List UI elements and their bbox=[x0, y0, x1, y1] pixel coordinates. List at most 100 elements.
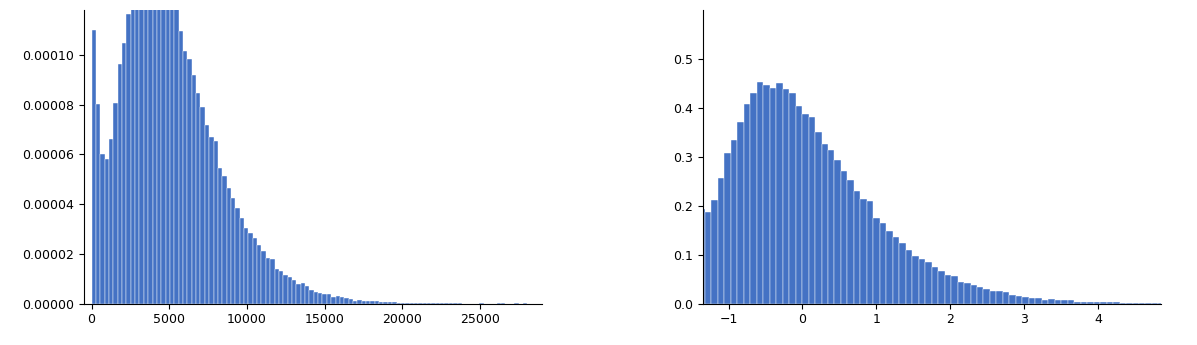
Bar bbox=[314, 292, 318, 304]
Bar bbox=[209, 137, 213, 304]
Bar bbox=[1062, 300, 1068, 304]
Bar bbox=[393, 303, 396, 304]
Bar bbox=[436, 303, 440, 304]
Bar bbox=[261, 252, 266, 304]
Bar bbox=[358, 300, 361, 304]
Bar bbox=[257, 245, 261, 304]
Bar bbox=[192, 76, 196, 304]
Bar bbox=[383, 302, 388, 304]
Bar bbox=[130, 0, 135, 304]
Bar bbox=[140, 0, 144, 304]
Bar bbox=[165, 0, 170, 304]
Bar bbox=[335, 296, 340, 304]
Bar bbox=[952, 276, 958, 304]
Bar bbox=[886, 231, 893, 304]
Bar bbox=[906, 250, 912, 304]
Bar bbox=[880, 223, 886, 304]
Bar bbox=[692, 178, 698, 304]
Bar bbox=[388, 302, 393, 304]
Bar bbox=[175, 7, 178, 304]
Bar bbox=[226, 188, 231, 304]
Bar bbox=[327, 294, 332, 304]
Bar bbox=[223, 176, 226, 304]
Bar bbox=[1126, 303, 1132, 304]
Bar bbox=[309, 290, 314, 304]
Bar bbox=[711, 200, 718, 304]
Bar bbox=[366, 302, 370, 304]
Bar bbox=[1087, 302, 1094, 304]
Bar bbox=[287, 277, 292, 304]
Bar bbox=[796, 106, 802, 304]
Bar bbox=[815, 132, 821, 304]
Bar bbox=[847, 180, 853, 304]
Bar bbox=[828, 150, 834, 304]
Bar bbox=[122, 43, 127, 304]
Bar bbox=[958, 282, 964, 304]
Bar bbox=[1172, 303, 1178, 304]
Bar bbox=[418, 303, 423, 304]
Bar bbox=[370, 302, 375, 304]
Bar bbox=[931, 267, 938, 304]
Bar bbox=[1074, 302, 1081, 304]
Bar bbox=[783, 89, 789, 304]
Bar bbox=[297, 284, 300, 304]
Bar bbox=[1140, 303, 1146, 304]
Bar bbox=[893, 237, 899, 304]
Bar bbox=[205, 125, 209, 304]
Bar bbox=[977, 287, 984, 304]
Bar bbox=[1049, 299, 1055, 304]
Bar bbox=[925, 263, 931, 304]
Bar bbox=[218, 168, 223, 304]
Bar bbox=[127, 14, 130, 304]
Bar bbox=[375, 302, 379, 304]
Bar bbox=[157, 0, 162, 304]
Bar bbox=[117, 64, 122, 304]
Bar bbox=[802, 114, 808, 304]
Bar bbox=[789, 93, 796, 304]
Bar bbox=[300, 283, 305, 304]
Bar bbox=[101, 154, 104, 304]
Bar bbox=[938, 271, 944, 304]
Bar bbox=[1035, 298, 1041, 304]
Bar bbox=[162, 0, 165, 304]
Bar bbox=[776, 83, 783, 304]
Bar bbox=[705, 213, 711, 304]
Bar bbox=[396, 303, 401, 304]
Bar bbox=[971, 285, 977, 304]
Bar bbox=[698, 209, 705, 304]
Bar bbox=[322, 294, 327, 304]
Bar bbox=[1029, 297, 1035, 304]
Bar bbox=[1165, 303, 1172, 304]
Bar bbox=[188, 59, 192, 304]
Bar bbox=[414, 303, 418, 304]
Bar bbox=[379, 302, 383, 304]
Bar bbox=[236, 208, 239, 304]
Bar bbox=[1003, 293, 1009, 304]
Bar bbox=[1106, 302, 1113, 304]
Bar bbox=[1132, 303, 1140, 304]
Bar bbox=[841, 171, 847, 304]
Bar bbox=[861, 199, 867, 304]
Bar bbox=[361, 301, 366, 304]
Bar bbox=[340, 297, 345, 304]
Bar bbox=[345, 297, 348, 304]
Bar bbox=[266, 258, 271, 304]
Bar bbox=[114, 104, 117, 304]
Bar bbox=[1100, 302, 1106, 304]
Bar bbox=[109, 139, 114, 304]
Bar bbox=[743, 104, 751, 304]
Bar bbox=[279, 271, 284, 304]
Bar bbox=[348, 298, 353, 304]
Bar bbox=[96, 104, 101, 304]
Bar bbox=[984, 289, 990, 304]
Bar bbox=[731, 140, 737, 304]
Bar bbox=[737, 121, 743, 304]
Bar bbox=[1022, 297, 1029, 304]
Bar bbox=[423, 303, 427, 304]
Bar bbox=[912, 256, 919, 304]
Bar bbox=[1094, 302, 1100, 304]
Bar bbox=[1016, 296, 1022, 304]
Bar bbox=[874, 218, 880, 304]
Bar bbox=[409, 303, 414, 304]
Bar bbox=[305, 286, 309, 304]
